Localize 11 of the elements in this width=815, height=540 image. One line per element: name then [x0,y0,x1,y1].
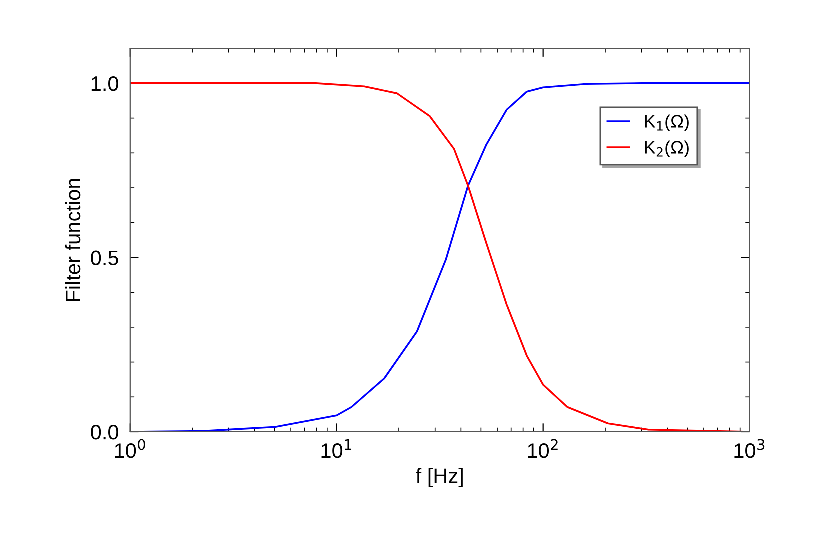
x-tick-label: 10$^{3}$ [734,439,765,458]
x-axis-title: f [Hz] [416,468,463,488]
y-tick-label: 1.0 [92,76,118,92]
x-tick-label: 10$^{0}$ [115,439,146,458]
legend-label: K$_{2}$(Ω) [645,140,689,158]
y-tick-label: 0.5 [91,250,118,266]
x-tick-label: 10$^{1}$ [322,439,352,458]
y-axis-title: Filter function [65,179,81,302]
x-tick-label: 10$^{2}$ [528,439,558,458]
legend-label: K$_{1}$(Ω) [645,114,689,132]
y-tick-label: 0.0 [91,425,118,440]
